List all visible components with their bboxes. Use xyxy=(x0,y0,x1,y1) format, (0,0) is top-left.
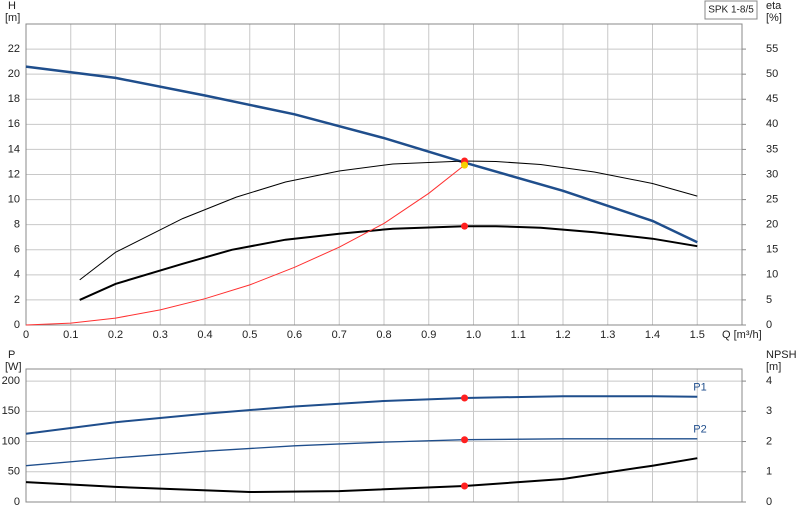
x-tick-label: 0 xyxy=(23,329,29,341)
y2-tick-label: 5 xyxy=(766,294,772,306)
operating-point xyxy=(461,394,469,402)
x-tick-label: 1.4 xyxy=(645,329,660,341)
x-tick-label: 0.5 xyxy=(242,329,257,341)
y2-tick-label: 30 xyxy=(766,168,778,180)
y2-tick-label: 2 xyxy=(766,435,772,447)
y-tick-label: 20 xyxy=(8,68,20,80)
x-tick-label: 0.8 xyxy=(376,329,391,341)
x-tick-label: 0.2 xyxy=(108,329,123,341)
curve xyxy=(25,164,465,326)
y-tick-label: 0 xyxy=(14,319,20,331)
series-label: P2 xyxy=(693,424,706,436)
x-tick-label: 1.1 xyxy=(511,329,526,341)
curve xyxy=(79,160,698,281)
y2-tick-label: 25 xyxy=(766,193,778,205)
y2-tick-label: 45 xyxy=(766,93,778,105)
y-tick-label: 150 xyxy=(2,405,20,417)
plot-frame xyxy=(25,368,743,503)
y2-tick-label: 0 xyxy=(766,319,772,331)
x-tick-label: 1.0 xyxy=(466,329,481,341)
y-tick-label: 18 xyxy=(8,93,20,105)
y2-tick-label: 50 xyxy=(766,68,778,80)
y2-tick-label: 35 xyxy=(766,143,778,155)
y2-axis-label: eta xyxy=(766,0,782,12)
y2-tick-label: 20 xyxy=(766,219,778,231)
x-tick-label: 1.2 xyxy=(555,329,570,341)
y-axis-label: H xyxy=(8,0,16,12)
label-box xyxy=(704,0,758,20)
y-tick-label: 4 xyxy=(14,269,20,281)
operating-point xyxy=(461,222,469,230)
x-tick-label: 1.3 xyxy=(600,329,615,341)
curve xyxy=(79,225,698,301)
y-axis-unit: [m] xyxy=(5,12,20,24)
y2-tick-label: 10 xyxy=(766,269,778,281)
curve xyxy=(25,438,698,467)
y-tick-label: 14 xyxy=(8,143,20,155)
curve xyxy=(25,65,698,244)
y-tick-label: 2 xyxy=(14,294,20,306)
y2-tick-label: 4 xyxy=(766,375,772,387)
y-tick-label: 16 xyxy=(8,118,20,130)
operating-point xyxy=(461,482,469,490)
chart-label: SPK 1-8/5 xyxy=(708,5,754,16)
x-tick-label: 0.1 xyxy=(63,329,78,341)
x-tick-label: 1.5 xyxy=(690,329,705,341)
y-tick-label: 6 xyxy=(14,244,20,256)
y2-tick-label: 55 xyxy=(766,43,778,55)
y-tick-label: 0 xyxy=(14,496,20,508)
y2-axis-unit: [%] xyxy=(766,12,782,24)
operating-point xyxy=(461,161,469,169)
y-tick-label: 22 xyxy=(8,43,20,55)
y2-axis-unit: [m] xyxy=(766,361,781,373)
operating-point xyxy=(461,436,469,444)
plot-frame xyxy=(25,23,743,326)
x-tick-label: 0.6 xyxy=(287,329,302,341)
y-tick-label: 200 xyxy=(2,375,20,387)
y-axis-label: P xyxy=(8,349,15,361)
y-tick-label: 12 xyxy=(8,168,20,180)
x-tick-label: 0.7 xyxy=(332,329,347,341)
y2-tick-label: 0 xyxy=(766,496,772,508)
x-tick-label: 0.3 xyxy=(153,329,168,341)
y2-tick-label: 1 xyxy=(766,466,772,478)
curve xyxy=(25,395,698,435)
y2-axis-label: NPSH xyxy=(766,349,797,361)
y2-tick-label: 15 xyxy=(766,244,778,256)
x-tick-label: 0.4 xyxy=(197,329,212,341)
y2-tick-label: 3 xyxy=(766,405,772,417)
y-tick-label: 50 xyxy=(8,466,20,478)
series-label: P1 xyxy=(693,382,706,394)
y2-tick-label: 40 xyxy=(766,118,778,130)
y-axis-unit: [W] xyxy=(5,361,22,373)
y-tick-label: 8 xyxy=(14,219,20,231)
y-tick-label: 10 xyxy=(8,193,20,205)
y-tick-label: 100 xyxy=(2,435,20,447)
x-tick-label: 0.9 xyxy=(421,329,436,341)
x-axis-label: Q [m³/h] xyxy=(722,329,762,341)
curve xyxy=(25,457,698,494)
